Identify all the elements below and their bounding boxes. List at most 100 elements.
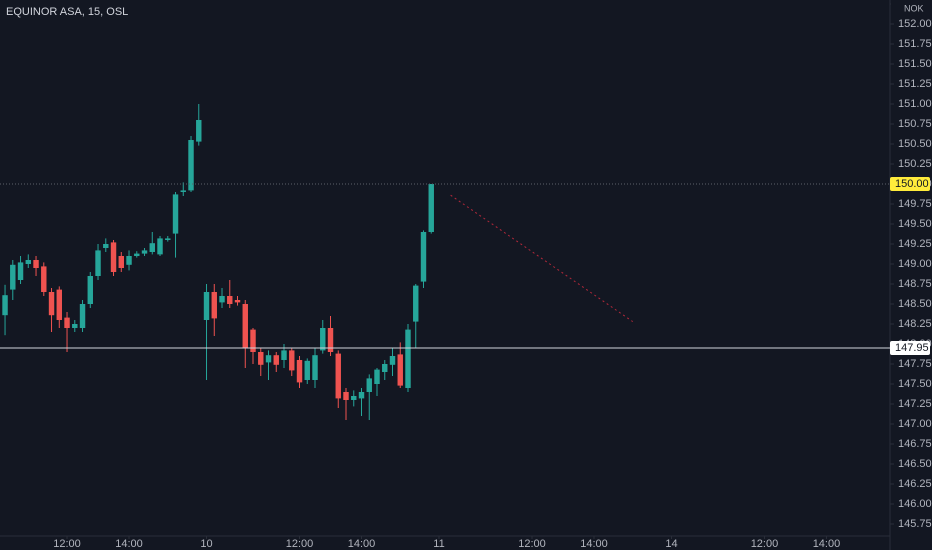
candle-body — [41, 266, 47, 292]
candle-body — [165, 238, 171, 240]
x-tick-label: 14:00 — [115, 538, 143, 550]
candle-body — [304, 360, 310, 380]
x-tick-label: 12:00 — [751, 538, 779, 550]
price-label-bg — [890, 341, 930, 355]
candle-body — [103, 244, 109, 248]
candle-body — [358, 392, 365, 399]
candle-body — [327, 328, 334, 352]
x-tick-label: 12:00 — [518, 538, 546, 550]
candle-body — [2, 295, 8, 316]
candle-body — [428, 184, 434, 232]
candle-body — [343, 392, 349, 400]
candle-body — [250, 329, 256, 352]
candle-body — [118, 256, 124, 268]
y-tick-label: 147.75 — [898, 358, 932, 370]
candle-body — [273, 355, 279, 365]
candle-body — [33, 260, 39, 268]
chart-title: EQUINOR ASA, 15, OSL — [6, 6, 128, 18]
candle-body — [196, 120, 202, 142]
candle-body — [25, 260, 31, 264]
candle-body — [48, 292, 55, 316]
y-tick-label: 147.50 — [898, 378, 932, 390]
candle-body — [157, 238, 163, 255]
candle-body — [234, 300, 241, 303]
candle-body — [72, 324, 78, 328]
price-label: 150.00 — [895, 178, 929, 190]
candle-body — [79, 304, 86, 328]
x-tick-label: 14:00 — [813, 538, 841, 550]
candle-body — [382, 364, 388, 372]
x-tick-label: 14:00 — [348, 538, 376, 550]
candle-body — [296, 360, 303, 383]
candle-body — [219, 296, 225, 303]
candle-body — [17, 262, 24, 280]
candle-body — [64, 317, 70, 328]
candle-body — [397, 354, 403, 386]
trend-line — [450, 194, 634, 323]
candle-body — [180, 190, 186, 192]
candle-body — [141, 250, 148, 254]
y-tick-label: 146.25 — [898, 478, 932, 490]
candle-body — [265, 355, 272, 363]
candle-body — [188, 140, 194, 191]
y-tick-label: 150.75 — [898, 118, 932, 130]
candle-body — [405, 329, 411, 388]
candle-body — [56, 289, 62, 320]
y-tick-label: 148.75 — [898, 278, 932, 290]
candle-body — [420, 232, 427, 282]
x-tick-label: 14:00 — [580, 538, 608, 550]
candle-body — [335, 353, 341, 399]
currency: NOK — [904, 3, 924, 13]
y-tick-label: 151.75 — [898, 38, 932, 50]
y-tick-label: 146.00 — [898, 498, 932, 510]
y-tick-label: 149.50 — [898, 218, 932, 230]
price-label-bg — [890, 177, 930, 191]
candle-body — [242, 304, 248, 348]
candle-body — [95, 250, 101, 276]
candle-body — [149, 243, 155, 252]
y-tick-label: 151.50 — [898, 58, 932, 70]
y-tick-label: 148.50 — [898, 298, 932, 310]
y-tick-label: 146.50 — [898, 458, 932, 470]
candle-body — [281, 350, 287, 360]
x-tick-label: 10 — [200, 538, 212, 550]
candle-body — [126, 256, 132, 265]
y-tick-label: 152.00 — [898, 18, 932, 30]
y-tick-label: 148.25 — [898, 318, 932, 330]
candle-body — [320, 328, 326, 351]
y-tick-label: 147.00 — [898, 418, 932, 430]
x-tick-label: 12:00 — [53, 538, 81, 550]
candle-body — [258, 352, 264, 365]
y-tick-label: 149.75 — [898, 198, 932, 210]
price-label: 147.95 — [895, 342, 929, 354]
y-tick-label: 149.00 — [898, 258, 932, 270]
candle-body — [203, 292, 210, 320]
candle-body — [134, 253, 140, 256]
y-tick-label: 151.25 — [898, 78, 932, 90]
candle-body — [172, 194, 179, 234]
y-tick-label: 146.75 — [898, 438, 932, 450]
candle-body — [227, 296, 233, 304]
candle-body — [366, 378, 372, 392]
y-tick-label: 147.25 — [898, 398, 932, 410]
x-tick-label: 11 — [433, 538, 444, 550]
y-tick-label: 150.25 — [898, 158, 932, 170]
candle-body — [110, 242, 117, 272]
candle-body — [389, 356, 396, 365]
y-tick-label: 150.50 — [898, 138, 932, 150]
candle-body — [289, 350, 295, 371]
candle-body — [312, 355, 318, 380]
x-tick-label: 12:00 — [286, 538, 314, 550]
candle-body — [374, 369, 380, 384]
candle-body — [87, 276, 93, 304]
x-tick-label: 14 — [665, 538, 677, 550]
candle-body — [10, 264, 16, 290]
candle-body — [413, 285, 419, 322]
y-tick-label: 151.00 — [898, 98, 932, 110]
candle-body — [351, 396, 357, 400]
y-tick-label: 145.75 — [898, 518, 932, 530]
y-tick-label: 149.25 — [898, 238, 932, 250]
currency-bg — [891, 0, 932, 16]
